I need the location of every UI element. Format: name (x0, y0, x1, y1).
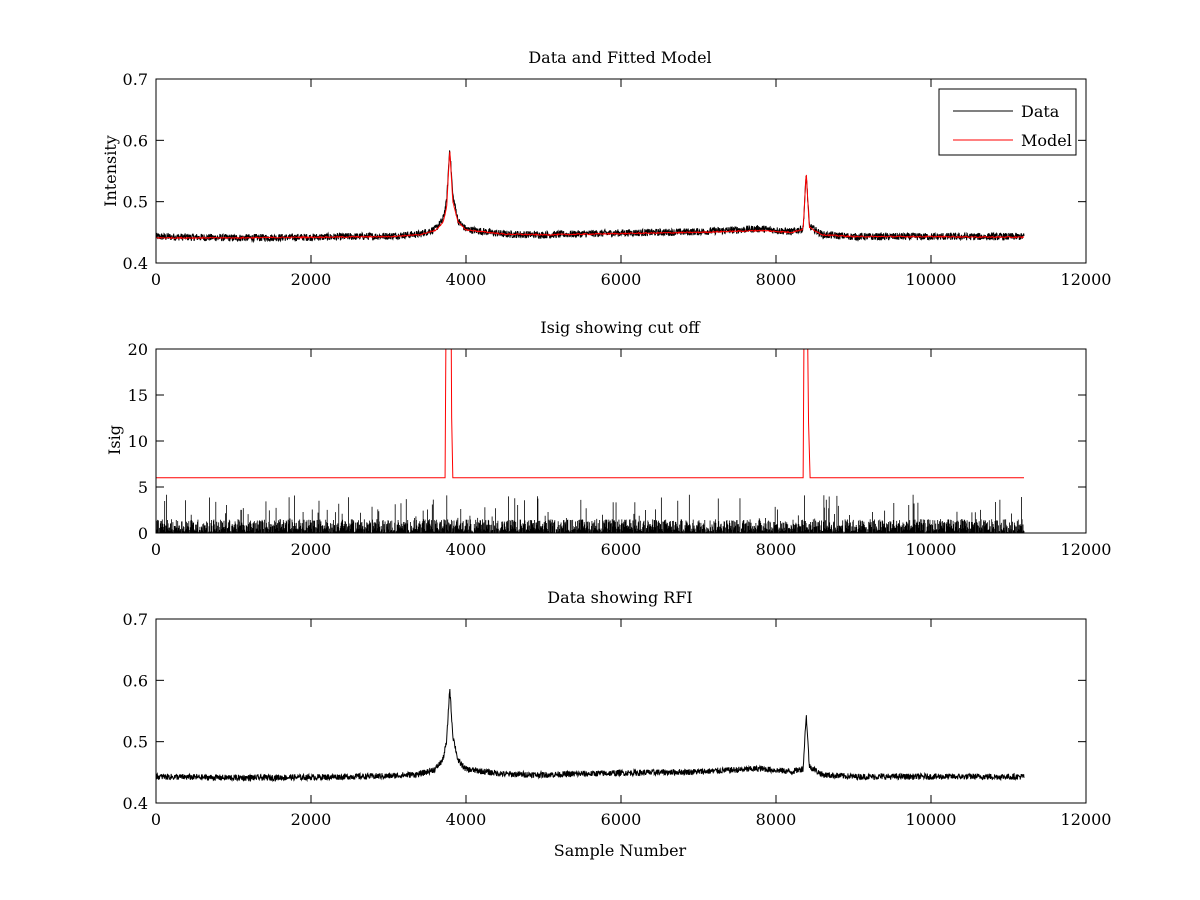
x-tick-label: 4000 (446, 270, 487, 289)
y-tick-label: 20 (128, 340, 148, 359)
y-tick-label: 0.5 (123, 733, 148, 752)
tick-labels: 0 2000 4000 6000 8000 10000 12000 0 5 10 15 20 (128, 340, 1112, 559)
y-tick-label: 0.4 (123, 254, 148, 273)
panel-title: Data showing RFI (547, 588, 692, 607)
x-tick-label: 4000 (446, 540, 487, 559)
panel-title: Data and Fitted Model (528, 48, 711, 67)
y-tick-label: 0.4 (123, 794, 148, 813)
legend-box (938, 88, 1077, 156)
y-tick-label: 15 (128, 386, 148, 405)
x-tick-label: 0 (151, 270, 161, 289)
x-tick-label: 2000 (291, 540, 332, 559)
series-line-model (156, 151, 1025, 240)
x-axis-title: Sample Number (554, 841, 687, 860)
legend-label: Data (1021, 102, 1060, 121)
y-tick-label: 0.6 (123, 671, 148, 690)
axes-frame (155, 348, 1087, 534)
x-tick-label: 0 (151, 540, 161, 559)
y-tick-label: 0 (138, 524, 148, 543)
plot-marks (155, 348, 1087, 534)
y-tick-label: 0.6 (123, 131, 148, 150)
x-tick-label: 2000 (291, 270, 332, 289)
series-line-data (156, 150, 1025, 244)
x-tick-label: 4000 (446, 810, 487, 829)
legend: Data Model (938, 88, 1077, 156)
plot-marks (155, 618, 1087, 804)
y-axis-title: Isig (105, 425, 124, 455)
x-tick-label: 8000 (756, 810, 797, 829)
panel-title: Isig showing cut off (540, 318, 701, 337)
x-tick-label: 6000 (601, 270, 642, 289)
x-tick-label: 6000 (601, 810, 642, 829)
series-line-0 (156, 494, 1025, 533)
x-tick-label: 8000 (756, 540, 797, 559)
x-tick-label: 6000 (601, 540, 642, 559)
panel-data-showing-rfi: Data showing RFI Sample Number 0 2000 4000… (123, 588, 1112, 860)
y-tick-label: 5 (138, 478, 148, 497)
x-tick-label: 8000 (756, 270, 797, 289)
x-tick-label: 0 (151, 810, 161, 829)
y-tick-label: 0.7 (123, 610, 148, 629)
y-tick-label: 0.5 (123, 193, 148, 212)
y-axis-title: Intensity (101, 135, 120, 207)
panel-data-and-fitted-model: Data and Fitted Model Intensity 0 2000 400… (101, 48, 1111, 289)
tick-labels: 0 2000 4000 6000 8000 10000 12000 0.4 0.5 0.6 0.7 (123, 610, 1112, 829)
series-line-0 (156, 689, 1025, 783)
y-tick-label: 10 (128, 432, 148, 451)
x-tick-label: 12000 (1061, 540, 1112, 559)
y-tick-label: 0.7 (123, 70, 148, 89)
x-tick-label: 12000 (1061, 810, 1112, 829)
series-line-1 (156, 349, 1024, 479)
panel-isig-showing-cut-off: Isig showing cut off Isig 0 2000 4000 6000 8… (105, 318, 1111, 559)
plot-marks (155, 78, 1087, 264)
x-tick-label: 10000 (906, 540, 957, 559)
legend-label: Model (1021, 131, 1072, 150)
x-tick-label: 12000 (1061, 270, 1112, 289)
x-tick-label: 2000 (291, 810, 332, 829)
x-tick-label: 10000 (906, 270, 957, 289)
x-tick-label: 10000 (906, 810, 957, 829)
tick-labels: 0 2000 4000 6000 8000 10000 12000 0.4 0.5 0.6 0.7 (123, 70, 1112, 289)
